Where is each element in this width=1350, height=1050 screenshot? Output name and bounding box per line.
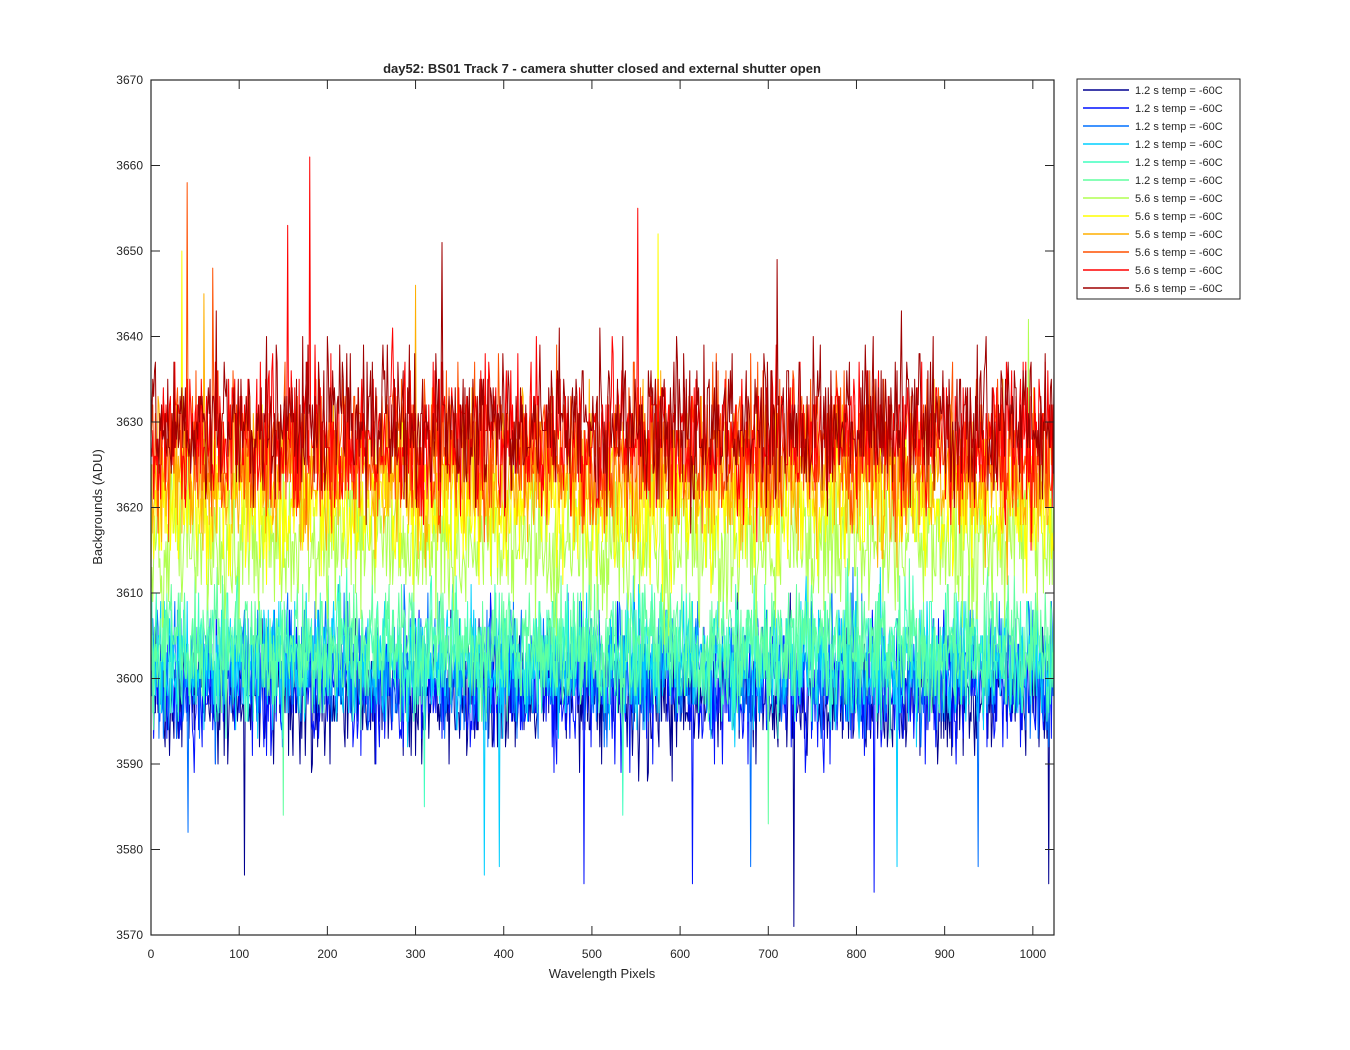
series-layer — [150, 156, 1055, 927]
legend-label: 5.6 s temp = -60C — [1135, 265, 1223, 277]
y-tick-label: 3580 — [116, 843, 143, 857]
x-tick-label: 800 — [846, 947, 866, 961]
legend-label: 1.2 s temp = -60C — [1135, 157, 1223, 169]
y-tick-label: 3610 — [116, 586, 143, 600]
x-tick-label: 700 — [758, 947, 778, 961]
legend-label: 5.6 s temp = -60C — [1135, 193, 1223, 205]
legend-label: 1.2 s temp = -60C — [1135, 175, 1223, 187]
series-line-12 — [150, 241, 1055, 534]
y-axis-ticks: 3570 3580 3590 3600 3610 3620 3630 3640 3650 3660… — [116, 73, 1054, 942]
series-line-6 — [150, 558, 1055, 825]
legend-label: 1.2 s temp = -60C — [1135, 139, 1223, 151]
legend-box — [1076, 78, 1241, 300]
x-axis-label: Wavelength Pixels — [549, 966, 656, 981]
chart-title: day52: BS01 Track 7 - camera shutter clo… — [383, 61, 821, 76]
y-tick-label: 3630 — [116, 415, 143, 429]
y-tick-label: 3570 — [116, 928, 143, 942]
x-tick-label: 500 — [582, 947, 602, 961]
legend-label: 5.6 s temp = -60C — [1135, 211, 1223, 223]
x-tick-label: 400 — [494, 947, 514, 961]
x-tick-label: 0 — [148, 947, 155, 961]
series-line-11 — [150, 156, 1055, 551]
y-tick-label: 3640 — [116, 330, 143, 344]
y-tick-label: 3620 — [116, 501, 143, 515]
y-tick-label: 3590 — [116, 757, 143, 771]
y-axis-label: Backgrounds (ADU) — [90, 449, 105, 565]
y-tick-label: 3600 — [116, 672, 143, 686]
legend-label: 1.2 s temp = -60C — [1135, 85, 1223, 97]
x-axis-ticks: 0 100 200 300 400 500 600 700 800 900 1000 — [148, 80, 1047, 961]
x-tick-label: 900 — [935, 947, 955, 961]
x-tick-label: 1000 — [1019, 947, 1046, 961]
legend-label: 5.6 s temp = -60C — [1135, 229, 1223, 241]
y-tick-label: 3660 — [116, 159, 143, 173]
legend-label: 5.6 s temp = -60C — [1135, 283, 1223, 295]
legend: 1.2 s temp = -60C 1.2 s temp = -60C 1.2 s … — [1076, 78, 1241, 300]
legend-label: 1.2 s temp = -60C — [1135, 103, 1223, 115]
y-tick-label: 3650 — [116, 244, 143, 258]
x-tick-label: 200 — [317, 947, 337, 961]
y-tick-label: 3670 — [116, 73, 143, 87]
legend-label: 1.2 s temp = -60C — [1135, 121, 1223, 133]
legend-label: 5.6 s temp = -60C — [1135, 247, 1223, 259]
x-tick-label: 100 — [229, 947, 249, 961]
x-tick-label: 300 — [406, 947, 426, 961]
x-tick-label: 600 — [670, 947, 690, 961]
